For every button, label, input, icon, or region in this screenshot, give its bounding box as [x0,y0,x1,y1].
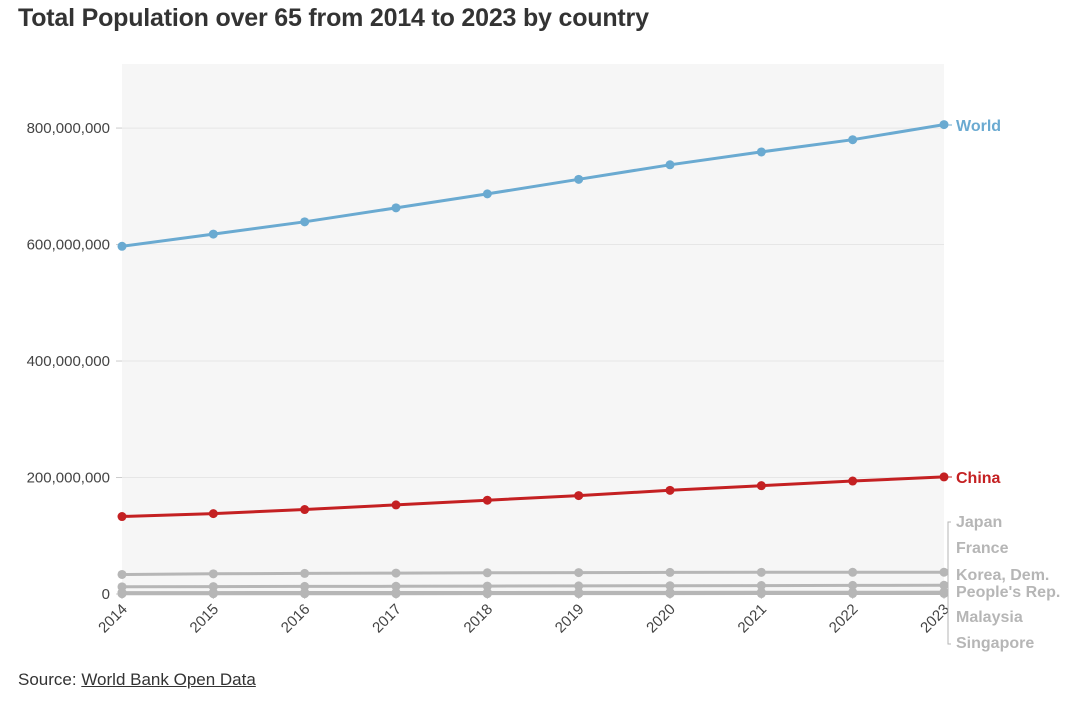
world-point[interactable] [574,174,584,184]
japan-point[interactable] [848,567,858,577]
world-line [121,123,945,248]
malaysia-label: Malaysia [956,609,1023,626]
japan-point[interactable] [756,567,766,577]
japan-label: Japan [956,514,1002,531]
france-point[interactable] [848,580,858,590]
series-points [117,120,949,599]
korea-label-line2: People's Rep. [956,584,1060,601]
x-tick-label: 2021 [735,601,771,637]
japan-line [121,570,945,576]
world-point[interactable] [756,147,766,157]
china-point[interactable] [665,485,675,495]
y-tick-label: 0 [102,586,110,603]
france-point[interactable] [574,581,584,591]
china-point[interactable] [482,495,492,505]
plot-background [122,64,944,594]
china-point[interactable] [117,512,127,522]
france-point[interactable] [939,580,949,590]
korea-label-line1: Korea, Dem. [956,567,1049,584]
y-tick-label: 600,000,000 [27,237,110,254]
grey-labels-bracket [947,521,951,645]
y-tick-label: 400,000,000 [27,353,110,370]
korea-dem-people-s-rep-point[interactable] [756,587,766,597]
x-tick-label: 2017 [369,601,405,637]
china-point[interactable] [208,509,218,519]
japan-point[interactable] [939,567,949,577]
y-tick-label: 800,000,000 [27,120,110,137]
france-point[interactable] [208,582,218,592]
japan-point[interactable] [482,568,492,578]
japan-point[interactable] [574,568,584,578]
world-point[interactable] [848,135,858,145]
japan-point[interactable] [391,568,401,578]
x-tick-label: 2015 [187,601,223,637]
france-point[interactable] [391,581,401,591]
japan-point[interactable] [300,568,310,578]
x-axis: 2014 2015 2016 2017 2018 2019 2020 2021 2022 2023 [95,594,953,636]
world-point[interactable] [300,217,310,227]
source-prefix: Source: [18,670,82,689]
x-tick-label: 2018 [461,601,497,637]
korea-dem-people-s-rep-point[interactable] [939,587,949,597]
y-tick-label: 200,000,000 [27,470,110,487]
china-line [121,475,945,518]
y-axis: 0 200,000,000 400,000,000 600,000,000 800,00… [27,120,122,603]
world-label: World [956,118,1001,135]
source-link[interactable]: World Bank Open Data [81,670,256,689]
world-point[interactable] [482,189,492,199]
korea-dem-people-s-rep-point[interactable] [574,587,584,597]
china-point[interactable] [391,500,401,510]
chart-title: Total Population over 65 from 2014 to 20… [18,4,649,32]
singapore-label: Singapore [956,635,1034,652]
china-point[interactable] [848,476,858,486]
series-lines [121,123,945,596]
france-label: France [956,540,1009,557]
end-labels: World China Japan France Korea, Dem. Peo… [944,118,1060,652]
china-point[interactable] [300,505,310,515]
world-point[interactable] [391,203,401,213]
korea-dem-people-s-rep-point[interactable] [848,587,858,597]
x-tick-label: 2023 [917,601,953,637]
world-point[interactable] [665,160,675,170]
france-point[interactable] [482,581,492,591]
source-footer: Source: World Bank Open Data [18,670,256,690]
x-tick-label: 2019 [552,601,588,637]
japan-point[interactable] [117,569,127,579]
china-label: China [956,470,1001,487]
korea-dem-people-s-rep-point[interactable] [391,588,401,598]
x-tick-label: 2020 [643,601,679,637]
x-tick-label: 2022 [826,601,862,637]
world-point[interactable] [208,229,218,239]
france-point[interactable] [300,581,310,591]
france-point[interactable] [756,581,766,591]
china-point[interactable] [756,481,766,491]
japan-point[interactable] [665,567,675,577]
korea-dem-people-s-rep-point[interactable] [665,587,675,597]
x-tick-label: 2014 [95,601,131,637]
china-point[interactable] [574,491,584,501]
france-point[interactable] [117,582,127,592]
world-point[interactable] [117,241,127,251]
japan-point[interactable] [208,569,218,579]
korea-dem-people-s-rep-point[interactable] [482,587,492,597]
france-point[interactable] [665,581,675,591]
france-line [121,583,945,589]
line-chart: 0 200,000,000 400,000,000 600,000,000 800,00… [26,64,1061,652]
x-tick-label: 2016 [278,601,314,637]
